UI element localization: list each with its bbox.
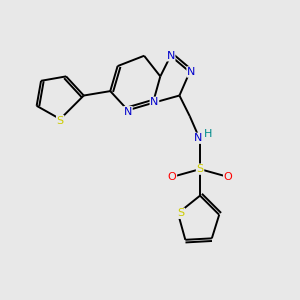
Text: O: O	[168, 172, 176, 182]
Text: N: N	[150, 97, 159, 107]
Text: O: O	[224, 172, 233, 182]
Text: S: S	[196, 164, 204, 174]
Text: N: N	[124, 107, 132, 117]
Text: N: N	[187, 67, 195, 77]
Text: N: N	[167, 51, 175, 61]
Text: S: S	[57, 116, 64, 126]
Text: H: H	[204, 129, 212, 140]
Text: N: N	[194, 133, 202, 143]
Text: S: S	[177, 208, 184, 218]
